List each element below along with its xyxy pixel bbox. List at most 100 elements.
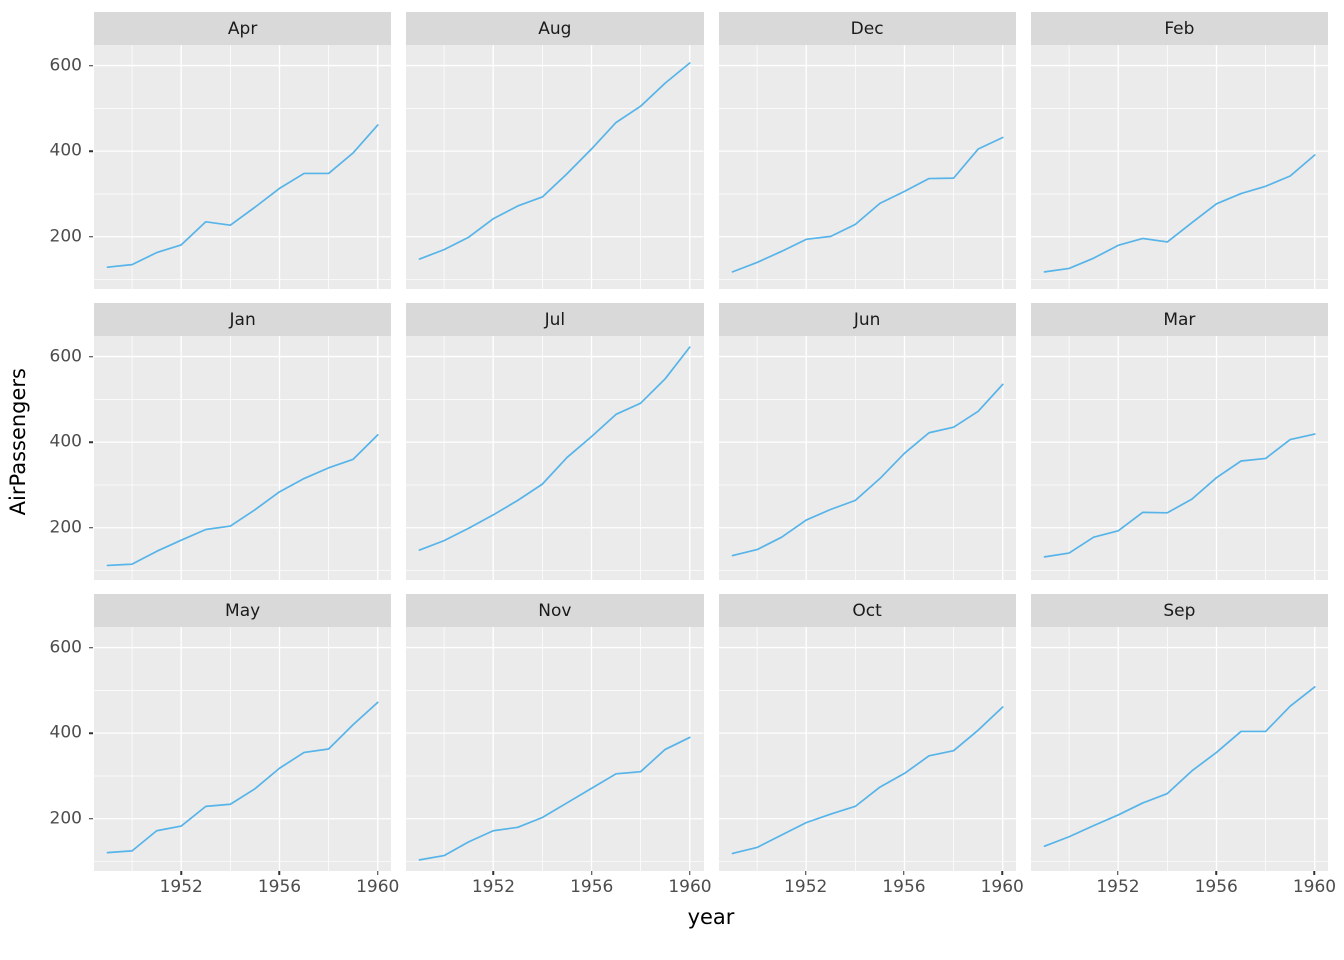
facet-jul: Jul: [406, 303, 704, 580]
facet-panel: [718, 336, 1016, 580]
y-axis-tick-cell: 200 400 600: [36, 12, 94, 289]
facet-panel: [718, 627, 1016, 871]
data-line-aug: [420, 63, 690, 259]
x-axis-tick-cell: 1952 1956 1960: [94, 871, 399, 899]
y-axis-tick-cell: 200 400 600: [36, 594, 94, 871]
data-line-jan: [108, 435, 378, 566]
x-tick-label: 1956: [882, 877, 926, 897]
x-axis-title-row: year: [94, 905, 1328, 929]
facet-feb: Feb: [1030, 12, 1328, 289]
facet-panel: [406, 45, 704, 289]
y-tick-label: 400: [49, 722, 82, 743]
data-line-apr: [108, 125, 378, 267]
y-tick-mark: [89, 441, 93, 443]
facet-strip-label: Feb: [1030, 12, 1328, 45]
x-tick-label: 1960: [668, 877, 712, 897]
y-tick-label: 600: [49, 637, 82, 658]
x-tick-label: 1956: [257, 877, 302, 897]
facet-strip-label: Jun: [718, 303, 1016, 336]
data-line-oct: [732, 707, 1002, 853]
facet-panel: [94, 627, 392, 871]
facet-strip-label: May: [94, 594, 392, 627]
facet-strip-label: Aug: [406, 12, 704, 45]
x-tick-label: 1960: [1292, 877, 1337, 897]
facet-dec: Dec: [718, 12, 1016, 289]
x-tick-label: 1956: [570, 877, 614, 897]
facet-panel: [406, 627, 704, 871]
y-tick-label: 200: [49, 808, 82, 829]
x-axis-ticks-row: 1952 1956 1960 1952 1956 1960 1952 1956 1960 1…: [94, 871, 1336, 899]
y-tick-mark: [89, 64, 93, 67]
x-tick-mark: [1001, 871, 1003, 875]
y-tick-label: 600: [49, 55, 82, 76]
y-axis-title: AirPassengers: [6, 367, 30, 516]
y-tick-label: 600: [49, 346, 82, 367]
data-line-dec: [732, 137, 1002, 271]
facet-panel: [1030, 627, 1328, 871]
line-chart-svg: [94, 45, 391, 289]
y-tick-mark: [89, 818, 93, 820]
x-tick-label: 1952: [471, 877, 516, 897]
data-line-mar: [1044, 434, 1314, 557]
facet-strip-label: Mar: [1030, 303, 1328, 336]
line-chart-svg: [94, 336, 391, 580]
y-axis-tick-cell: 200 400 600: [36, 303, 94, 580]
facet-apr: Apr: [94, 12, 392, 289]
facet-panel: [1030, 336, 1328, 580]
x-tick-mark: [180, 871, 182, 875]
y-tick-mark: [89, 236, 93, 238]
line-chart-svg: [406, 627, 703, 871]
data-line-nov: [420, 737, 690, 859]
x-tick-mark: [492, 871, 495, 875]
data-line-jul: [420, 347, 690, 550]
facet-panel: [1030, 45, 1328, 289]
x-tick-label: 1960: [980, 877, 1024, 897]
y-tick-mark: [89, 732, 93, 734]
y-tick-label: 400: [49, 431, 82, 452]
facet-strip-label: Dec: [718, 12, 1016, 45]
facet-strip-label: Sep: [1030, 594, 1328, 627]
line-chart-svg: [1031, 45, 1328, 289]
x-tick-mark: [1215, 871, 1217, 875]
y-tick-mark: [89, 150, 93, 152]
line-chart-svg: [719, 627, 1016, 871]
x-tick-label: 1952: [784, 877, 828, 897]
x-tick-label: 1952: [159, 877, 203, 897]
x-tick-mark: [804, 871, 807, 875]
line-chart-svg: [719, 45, 1016, 289]
facet-sep: Sep: [1030, 594, 1328, 871]
x-axis-tick-cell: 1952 1956 1960: [719, 871, 1024, 899]
facet-jan: Jan: [94, 303, 392, 580]
facet-strip-label: Oct: [718, 594, 1016, 627]
y-axis-title-column: AirPassengers: [0, 12, 36, 871]
y-tick-label: 400: [49, 140, 82, 161]
y-tick-label: 200: [49, 226, 82, 247]
x-tick-mark: [1117, 871, 1119, 875]
line-chart-svg: [406, 336, 703, 580]
facet-grid: Apr Aug Dec Feb: [94, 12, 1328, 871]
line-chart-svg: [94, 627, 391, 871]
line-chart-svg: [1031, 627, 1328, 871]
facet-mar: Mar: [1030, 303, 1328, 580]
line-chart-svg: [406, 45, 703, 289]
facet-strip-label: Jan: [94, 303, 392, 336]
facet-strip-label: Jul: [406, 303, 704, 336]
x-tick-label: 1960: [356, 877, 400, 897]
data-line-feb: [1044, 155, 1314, 272]
x-tick-mark: [590, 871, 593, 875]
line-chart-svg: [1031, 336, 1328, 580]
facet-panel: [718, 45, 1016, 289]
facet-aug: Aug: [406, 12, 704, 289]
facet-oct: Oct: [718, 594, 1016, 871]
x-tick-mark: [376, 871, 379, 875]
x-tick-mark: [1313, 871, 1316, 875]
y-tick-label: 200: [49, 517, 82, 538]
x-axis-tick-cell: 1952 1956 1960: [406, 871, 712, 899]
facet-strip-label: Nov: [406, 594, 704, 627]
x-axis-title: year: [687, 905, 735, 929]
data-line-sep: [1044, 687, 1314, 846]
x-tick-label: 1956: [1194, 877, 1238, 897]
facet-strip-label: Apr: [94, 12, 392, 45]
line-chart-svg: [719, 336, 1016, 580]
facet-panel: [94, 336, 392, 580]
